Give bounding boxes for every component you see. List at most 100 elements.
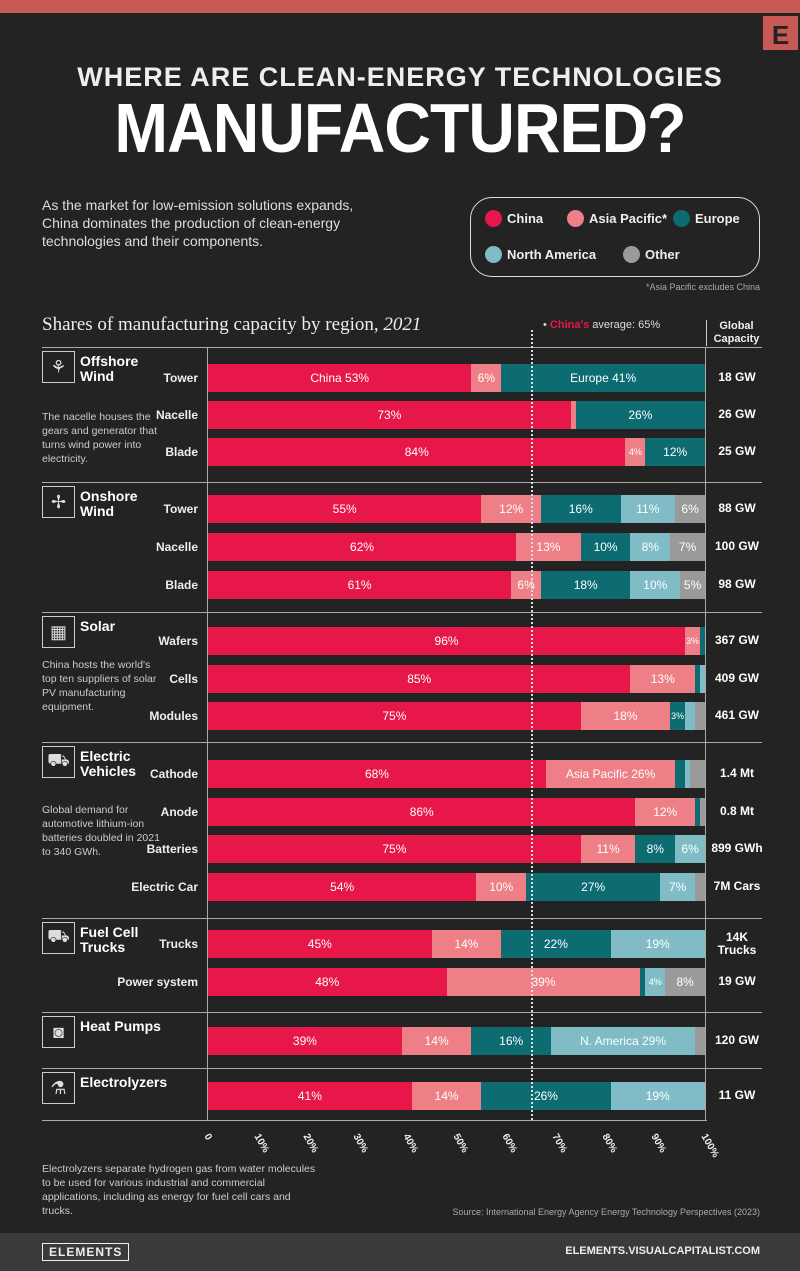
bar-segment-asia-pacific: 6% (511, 571, 541, 599)
row-label: Trucks (159, 937, 198, 951)
bar-segment-europe: 27% (526, 873, 661, 901)
bar-segment-north-america: 10% (630, 571, 681, 599)
legend-label: Europe (695, 211, 740, 226)
bar-segment-other: 8% (665, 968, 705, 996)
legend: China Asia Pacific* Europe North America… (470, 197, 760, 277)
axis-zero-line (207, 347, 208, 1121)
bar-segment-asia-pacific: 14% (411, 1082, 482, 1110)
onshore-wind-turbine-icon: ✢ (42, 486, 75, 518)
row-label: Blade (165, 445, 198, 459)
bar-segment-china: 54% (208, 873, 477, 901)
group-divider (42, 1012, 762, 1013)
legend-europe: Europe (673, 210, 740, 227)
bar-segment-europe: 12% (645, 438, 705, 466)
bar-segment-north-america: 11% (620, 495, 676, 523)
bar-segment-china: 86% (208, 798, 636, 826)
group-note: The nacelle houses the gears and generat… (42, 411, 157, 465)
bar-segment-other (695, 702, 705, 730)
group-divider (42, 1068, 762, 1069)
bar-segment-china: 62% (208, 533, 517, 561)
bar-segment-europe (675, 760, 686, 788)
capacity-value: 25 GW (718, 444, 756, 458)
x-tick-label: 60% (499, 1132, 520, 1155)
bar-segment-europe: 26% (575, 401, 705, 429)
bar-segment-europe (695, 798, 701, 826)
bar-segment-north-america: 19% (610, 1082, 705, 1110)
chart-bottom-line (42, 1120, 707, 1121)
china-dot-icon (485, 210, 502, 227)
bar-segment-china: China 53% (208, 364, 472, 392)
capacity-value: 0.8 Mt (719, 804, 754, 818)
bar-segment-other (690, 760, 705, 788)
capacity-value: 98 GW (718, 577, 756, 591)
group-title: Onshore Wind (80, 488, 138, 519)
bar-segment-asia-pacific: Asia Pacific 26% (545, 760, 676, 788)
bar-segment-other: 6% (675, 495, 705, 523)
row-label: Wafers (158, 634, 198, 648)
bar-segment-asia-pacific: 13% (516, 533, 581, 561)
row-label: Modules (149, 709, 198, 723)
capacity-value: 367 GW (714, 633, 759, 647)
bar-segment-asia-pacific: 39% (446, 968, 641, 996)
bar-segment-china: 61% (208, 571, 512, 599)
bar-segment-europe: Europe 41% (501, 364, 705, 392)
bar-segment-other (695, 873, 705, 901)
other-dot-icon (623, 246, 640, 263)
bar-segment-china: 96% (208, 627, 686, 655)
bar-segment-north-america (700, 665, 705, 693)
row-label: Electric Car (131, 880, 198, 894)
solar-panel-icon: ▦ (42, 616, 75, 648)
global-capacity-header: Global Capacity (706, 320, 766, 346)
x-tick-label: 90% (648, 1132, 669, 1155)
elements-logo: E (761, 14, 800, 52)
asia-pacific-footnote: *Asia Pacific excludes China (645, 282, 760, 292)
bar-segment-europe: 8% (635, 835, 676, 863)
legend-north-america: North America (485, 246, 596, 263)
legend-asia-pacific: Asia Pacific* (567, 210, 667, 227)
intro-text: As the market for low-emission solutions… (42, 197, 354, 249)
north-america-dot-icon (485, 246, 502, 263)
bar-segment-other (700, 798, 705, 826)
asia-pacific-dot-icon (567, 210, 584, 227)
footer-url: ELEMENTS.VISUALCAPITALIST.COM (565, 1245, 760, 1257)
bar-segment-asia-pacific: 4% (625, 438, 646, 466)
bar-segment-china: 85% (208, 665, 631, 693)
legend-label: Asia Pacific* (589, 211, 668, 226)
bar-segment-china: 45% (208, 930, 432, 958)
bar-segment-north-america: 7% (660, 873, 696, 901)
legend-label: China (507, 211, 544, 226)
group-note: Electrolyzers separate hydrogen gas from… (42, 1163, 316, 1217)
bar-segment-europe: 10% (580, 533, 631, 561)
capacity-value: 1.4 Mt (719, 766, 754, 780)
bar-segment-north-america: 4% (645, 968, 666, 996)
bar-segment-asia-pacific: 14% (401, 1027, 472, 1055)
row-label: Tower (163, 502, 198, 516)
top-stripe (0, 0, 800, 13)
bar-segment-china: 75% (208, 835, 581, 863)
row-label: Cathode (150, 767, 198, 781)
bar-segment-china: 73% (208, 401, 571, 429)
source: Source: International Energy Agency Ener… (452, 1207, 760, 1217)
group-title: Heat Pumps (80, 1018, 161, 1034)
bar-segment-asia-pacific: 3% (685, 627, 701, 655)
row-label: Nacelle (155, 408, 198, 422)
row-label: Power system (117, 975, 198, 989)
bar-segment-asia-pacific: 18% (580, 702, 671, 730)
bar-segment-europe: 16% (471, 1027, 551, 1055)
bar-segment-china: 55% (208, 495, 482, 523)
x-tick-label: 20% (300, 1132, 321, 1155)
bar-segment-north-america (685, 702, 696, 730)
row-label: Anode (160, 805, 198, 819)
group-divider (42, 347, 762, 348)
capacity-value: 899 GWh (711, 841, 763, 855)
china-average-label: • China's average: 65% (543, 319, 661, 331)
bar-segment-china: 41% (208, 1082, 412, 1110)
bar-segment-europe: 26% (481, 1082, 611, 1110)
bar-segment-other: 7% (670, 533, 705, 561)
group-divider (42, 482, 762, 483)
x-tick-label: 70% (549, 1132, 569, 1155)
bar-segment-north-america: 6% (675, 835, 705, 863)
capacity-value: 14K Trucks (717, 930, 757, 957)
bar-segment-asia-pacific: 13% (630, 665, 696, 693)
bar-segment-europe (700, 627, 705, 655)
